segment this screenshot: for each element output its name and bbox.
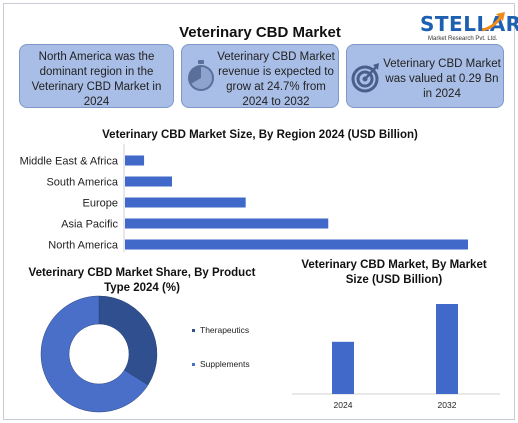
- info-card-valuation: Veterinary CBD Market was valued at 0.29…: [346, 44, 504, 108]
- bar-middle-east-africa: [125, 155, 145, 166]
- info-card-text: Veterinary CBD Market revenue is expecte…: [217, 51, 335, 108]
- legend-item-supplements: Supplements: [192, 359, 250, 369]
- category-label: Asia Pacific: [61, 219, 118, 231]
- info-card-dominant-region: North America was the dominant region in…: [19, 44, 174, 108]
- company-logo: STELLAR Market Research Pvt. Ltd.: [414, 10, 518, 46]
- legend-swatch: [192, 329, 195, 333]
- info-card-growth: Veterinary CBD Market revenue is expecte…: [181, 44, 339, 108]
- logo-arrow-icon: [481, 12, 505, 32]
- product-chart-title: Veterinary CBD Market Share, By Product …: [28, 267, 256, 294]
- product-donut-chart: [40, 295, 158, 413]
- legend-label: Therapeutics: [200, 325, 250, 335]
- info-card-text: Veterinary CBD Market was valued at 0.29…: [383, 58, 501, 100]
- legend-swatch: [192, 363, 195, 367]
- infographic-frame: Veterinary CBD Market STELLAR Market Res…: [3, 3, 518, 420]
- bar-2032: [436, 304, 458, 394]
- region-bar-chart: Middle East & Africa South America Europe A…: [20, 144, 468, 252]
- market-size-chart-title: Veterinary CBD Market, By Market Size (U…: [301, 259, 487, 286]
- info-card-text: North America was the dominant region in…: [31, 51, 162, 108]
- bar-asia-pacific: [125, 218, 329, 229]
- category-label: South America: [46, 177, 118, 189]
- bar-europe: [125, 197, 246, 208]
- category-label: 2024: [334, 400, 353, 410]
- legend-item-therapeutics: Therapeutics: [192, 325, 249, 335]
- bar-north-america: [125, 239, 468, 250]
- legend-label: Supplements: [200, 359, 250, 369]
- stopwatch-icon: [188, 60, 214, 91]
- market-size-bar-chart: 2024 2032: [292, 304, 500, 410]
- category-label: Europe: [83, 198, 118, 210]
- page-title: Veterinary CBD Market: [179, 24, 341, 41]
- category-label: North America: [48, 240, 119, 252]
- slice-supplements: [40, 295, 149, 413]
- logo-subtext: Market Research Pvt. Ltd.: [428, 36, 498, 42]
- category-label: 2032: [438, 400, 457, 410]
- bar-2024: [332, 341, 354, 394]
- slice-therapeutics: [98, 295, 158, 386]
- target-icon: [351, 63, 379, 93]
- category-label: Middle East & Africa: [20, 156, 119, 168]
- region-chart-title: Veterinary CBD Market Size, By Region 20…: [102, 129, 418, 141]
- bar-south-america: [125, 176, 173, 187]
